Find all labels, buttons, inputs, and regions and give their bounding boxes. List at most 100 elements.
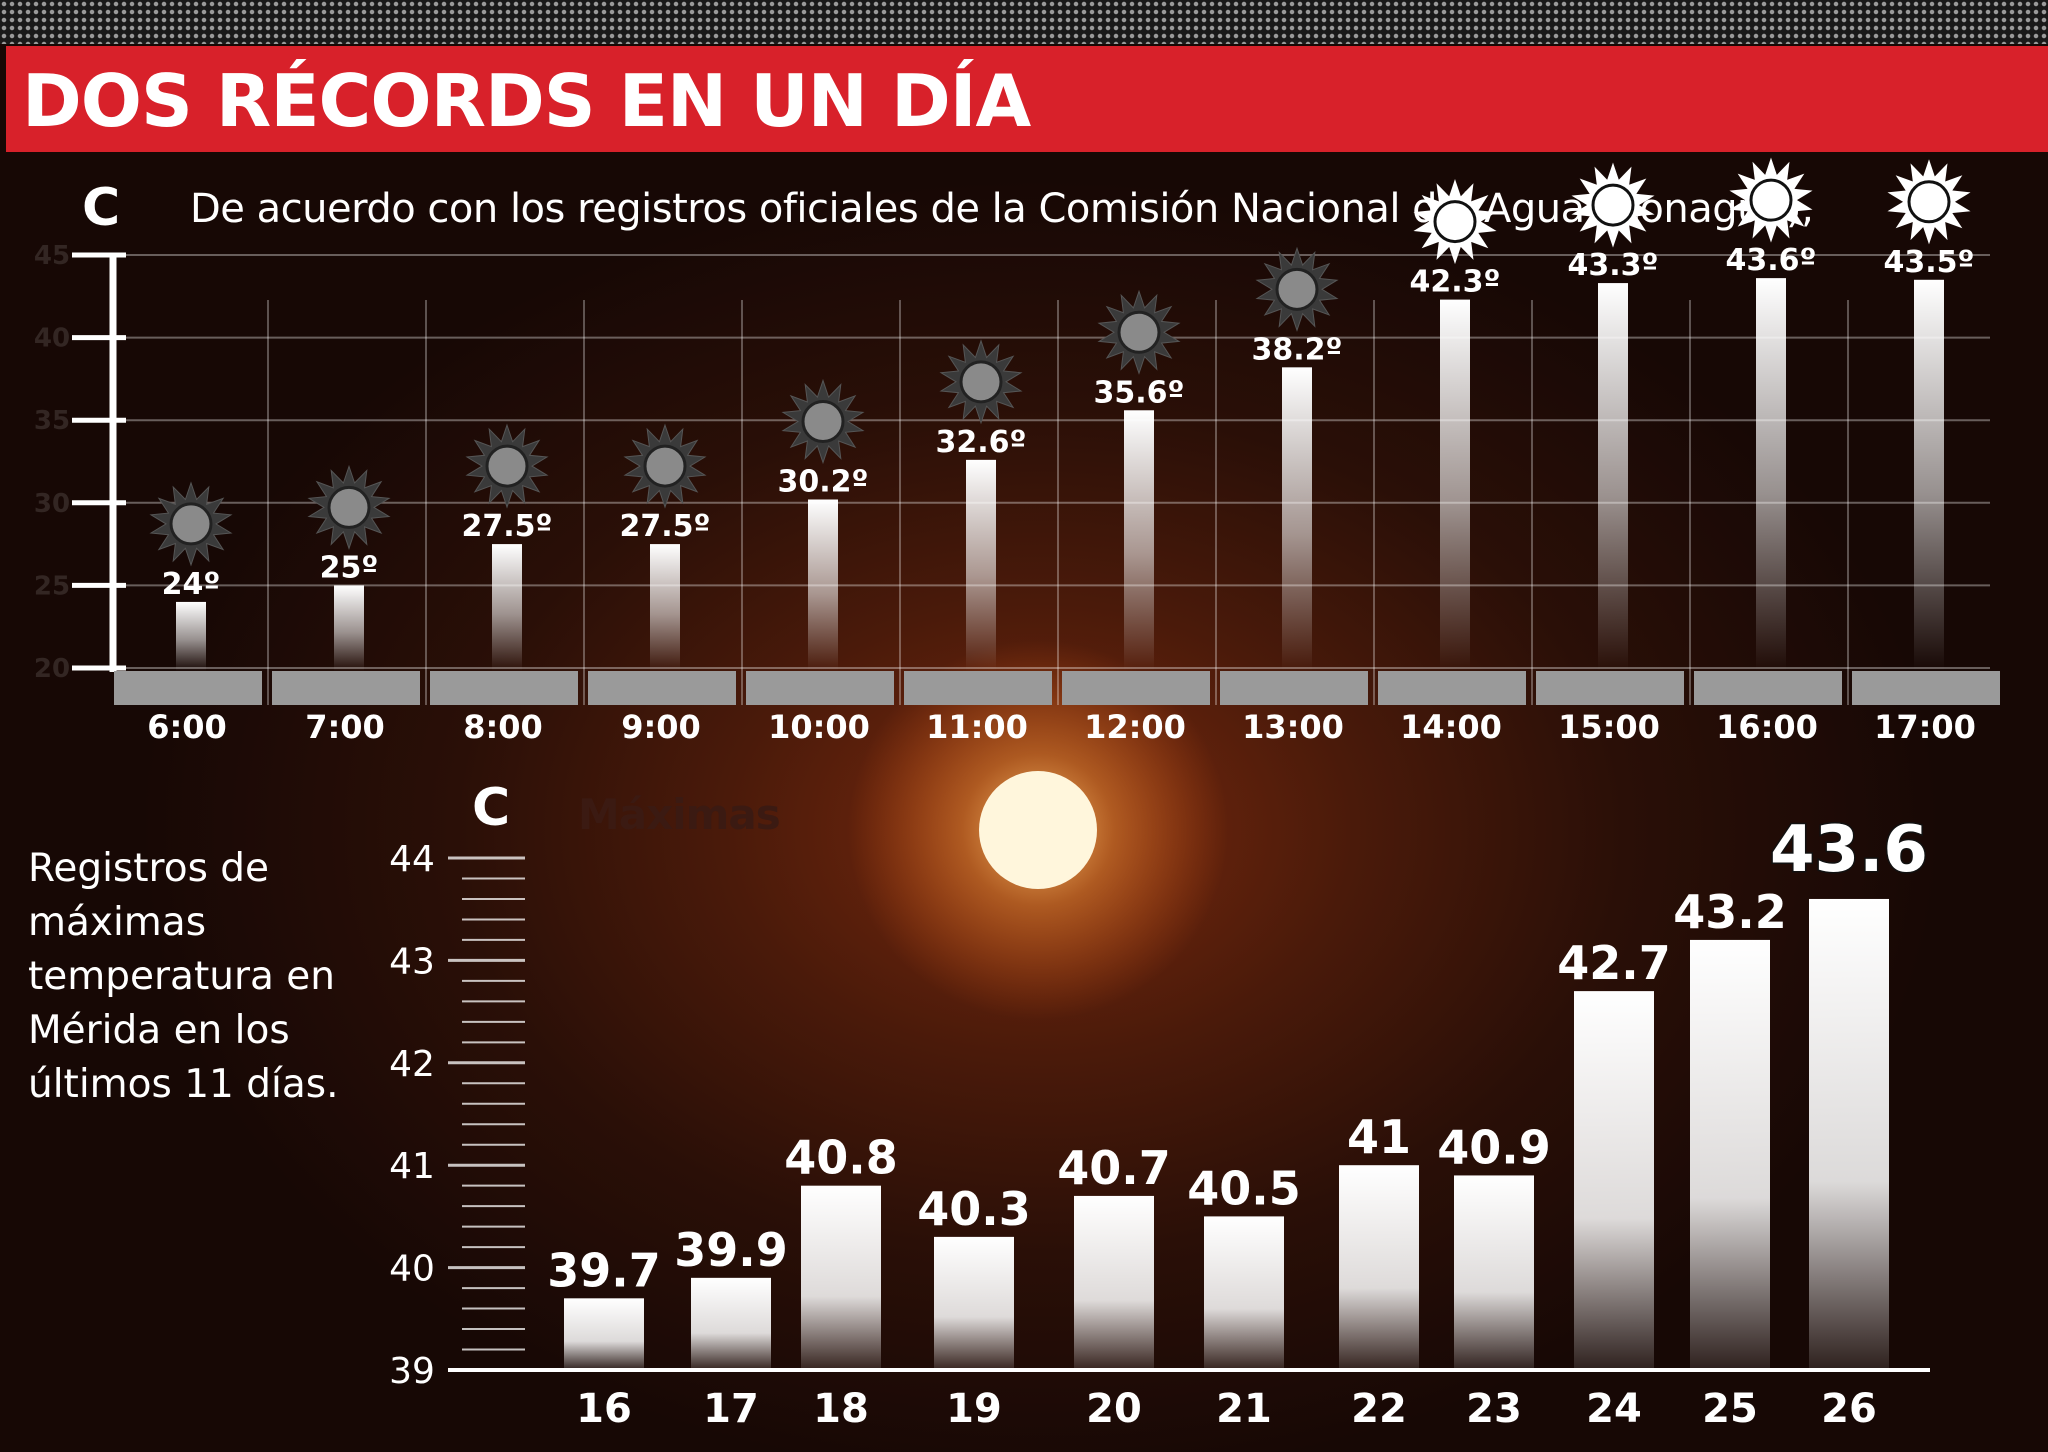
x-tick-label: 12:00 <box>1084 708 1186 746</box>
x-tick-label: 19 <box>946 1386 1002 1432</box>
bar-6:00 <box>176 601 206 671</box>
data-label: 42.7 <box>1557 936 1671 990</box>
x-tick-label: 23 <box>1466 1386 1522 1432</box>
sun-icon-center <box>959 360 1003 404</box>
data-label: 38.2º <box>1252 332 1343 367</box>
y-tick-label: 45 <box>34 241 70 271</box>
data-label: 27.5º <box>620 509 711 544</box>
sun-icon-center <box>327 485 371 529</box>
x-tick-label: 8:00 <box>463 708 543 746</box>
data-label: 27.5º <box>462 509 553 544</box>
base-block <box>1694 671 1842 705</box>
x-tick-label: 10:00 <box>768 708 870 746</box>
y-tick-label: 40 <box>389 1249 435 1290</box>
data-label: 39.9 <box>674 1223 788 1277</box>
data-label: 40.3 <box>917 1182 1031 1236</box>
data-label: 40.9 <box>1437 1120 1551 1174</box>
x-tick-label: 24 <box>1586 1386 1642 1432</box>
bar-day-16 <box>564 1298 644 1370</box>
y-tick-label: 41 <box>389 1146 435 1187</box>
bar-16:00 <box>1756 278 1786 671</box>
x-tick-label: 17 <box>703 1386 759 1432</box>
chart-2-unit-label: C <box>472 778 511 838</box>
sun-icon-center <box>1117 310 1161 354</box>
y-tick-label: 35 <box>34 406 70 436</box>
bar-day-19 <box>934 1236 1014 1370</box>
data-label: 43.3º <box>1568 248 1659 283</box>
bar-14:00 <box>1440 299 1470 671</box>
base-block <box>588 671 736 705</box>
data-label: 35.6º <box>1094 375 1185 410</box>
base-block <box>1220 671 1368 705</box>
x-tick-label: 22 <box>1351 1386 1407 1432</box>
y-tick-label: 30 <box>34 489 70 519</box>
data-label: 30.2º <box>778 464 869 499</box>
base-block <box>904 671 1052 705</box>
sun-icon-center <box>485 444 529 488</box>
sun-icon-center <box>169 502 213 546</box>
bar-12:00 <box>1124 410 1154 671</box>
data-label: 42.3º <box>1410 265 1501 300</box>
bar-day-25 <box>1690 939 1770 1370</box>
y-tick-label: 20 <box>34 654 70 684</box>
x-tick-label: 25 <box>1702 1386 1758 1432</box>
sun-icon-center <box>1749 178 1793 222</box>
data-label: 40.7 <box>1057 1141 1171 1195</box>
y-tick-label: 43 <box>389 941 435 982</box>
bar-7:00 <box>334 585 364 671</box>
data-label: 43.2 <box>1673 885 1787 939</box>
data-label: 43.6º <box>1726 243 1817 278</box>
record-label: 43.6 <box>1770 813 1928 887</box>
bar-8:00 <box>492 544 522 671</box>
data-label: 25º <box>320 550 379 585</box>
intro-text: De acuerdo con los registros oficiales d… <box>190 186 1814 232</box>
data-label: 39.7 <box>547 1243 661 1297</box>
background-sun <box>979 771 1097 889</box>
bar-day-26 <box>1809 898 1889 1370</box>
bar-13:00 <box>1282 367 1312 671</box>
y-tick-label: 40 <box>34 324 70 354</box>
base-block <box>114 671 262 705</box>
bar-day-24 <box>1574 991 1654 1370</box>
x-tick-label: 7:00 <box>305 708 385 746</box>
base-block <box>1852 671 2000 705</box>
base-block <box>272 671 420 705</box>
x-tick-label: 13:00 <box>1242 708 1344 746</box>
base-block <box>430 671 578 705</box>
sun-icon-center <box>1433 200 1477 244</box>
y-tick-label: 25 <box>34 571 70 601</box>
dotted-top-border <box>0 0 2048 44</box>
x-tick-label: 16:00 <box>1716 708 1818 746</box>
x-tick-label: 14:00 <box>1400 708 1502 746</box>
bar-15:00 <box>1598 283 1628 671</box>
base-block <box>1536 671 1684 705</box>
bar-day-23 <box>1454 1175 1534 1370</box>
bar-10:00 <box>808 499 838 671</box>
chart-2-title: Máximas <box>578 790 781 839</box>
base-block <box>746 671 894 705</box>
x-tick-label: 9:00 <box>621 708 701 746</box>
data-label: 40.5 <box>1187 1161 1301 1215</box>
chart-1-unit-label: C <box>82 178 121 238</box>
bar-9:00 <box>650 544 680 671</box>
x-tick-label: 26 <box>1821 1386 1877 1432</box>
sun-icon-center <box>1591 183 1635 227</box>
data-label: 41 <box>1347 1110 1411 1164</box>
data-label: 32.6º <box>936 425 1027 460</box>
bar-day-21 <box>1204 1216 1284 1370</box>
sun-icon-center <box>801 399 845 443</box>
x-tick-label: 16 <box>576 1386 632 1432</box>
x-tick-label: 20 <box>1086 1386 1142 1432</box>
x-tick-label: 11:00 <box>926 708 1028 746</box>
bar-11:00 <box>966 459 996 671</box>
x-tick-label: 6:00 <box>147 708 227 746</box>
data-label: 43.5º <box>1884 245 1975 280</box>
title-bar <box>6 46 2048 152</box>
bar-day-17 <box>691 1277 771 1370</box>
x-tick-label: 15:00 <box>1558 708 1660 746</box>
x-tick-label: 17:00 <box>1874 708 1976 746</box>
page-title: DOS RÉCORDS EN UN DÍA <box>22 59 1031 143</box>
base-block <box>1062 671 1210 705</box>
bar-day-22 <box>1339 1165 1419 1370</box>
